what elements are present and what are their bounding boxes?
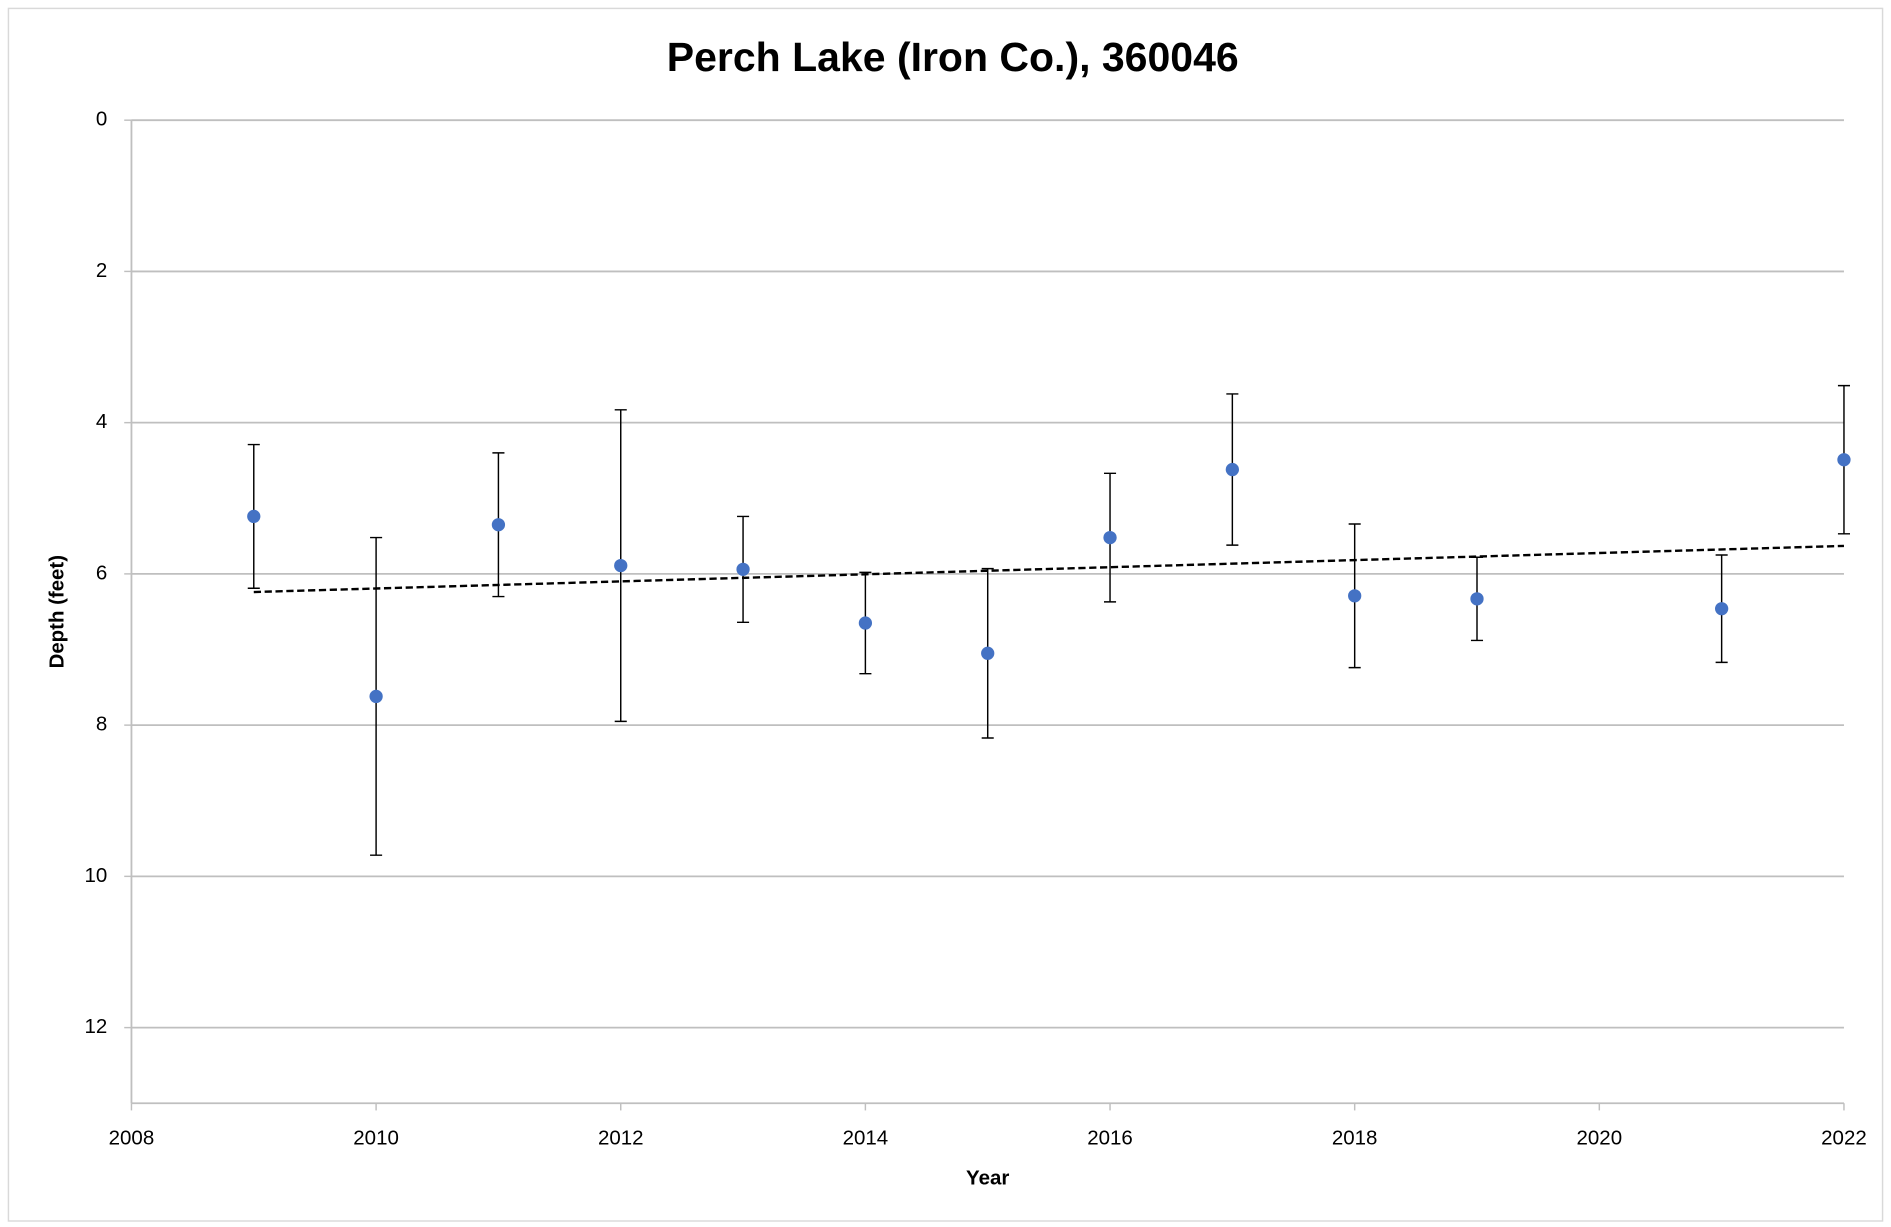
trendline: [253, 544, 1845, 594]
x-tick-label: 2010: [353, 1127, 399, 1150]
x-tick-label: 2012: [598, 1127, 644, 1150]
y-axis-title: Depth (feet): [45, 555, 68, 668]
data-point: [1837, 453, 1851, 467]
data-point: [369, 689, 383, 703]
data-point: [1715, 602, 1729, 616]
x-tick-label: 2020: [1577, 1127, 1623, 1150]
data-point: [858, 616, 873, 630]
data-point: [1470, 592, 1484, 606]
data-point: [1103, 530, 1117, 545]
data-point: [1348, 589, 1362, 603]
data-point: [981, 646, 995, 660]
x-tick-label: 2014: [843, 1127, 889, 1150]
data-point: [247, 509, 261, 524]
data-point: [614, 558, 628, 573]
y-tick-label: 8: [96, 713, 107, 736]
y-tick-label: 10: [85, 864, 108, 887]
chart-frame: [7, 7, 1884, 1222]
x-tick-label: 2022: [1821, 1127, 1867, 1150]
y-tick-label: 2: [96, 259, 107, 282]
x-tick-label: 2008: [109, 1127, 155, 1150]
y-tick-label: 0: [96, 108, 107, 131]
y-tick-label: 12: [85, 1015, 108, 1038]
x-axis-title: Year: [966, 1166, 1009, 1189]
y-tick-label: 4: [96, 410, 107, 433]
data-point: [491, 518, 506, 532]
y-tick-label: 6: [96, 561, 107, 584]
data-point: [1225, 462, 1239, 477]
data-point: [736, 562, 750, 576]
x-tick-label: 2018: [1332, 1127, 1378, 1150]
x-tick-label: 2016: [1087, 1127, 1133, 1150]
chart-title: Perch Lake (Iron Co.), 360046: [667, 34, 1239, 80]
